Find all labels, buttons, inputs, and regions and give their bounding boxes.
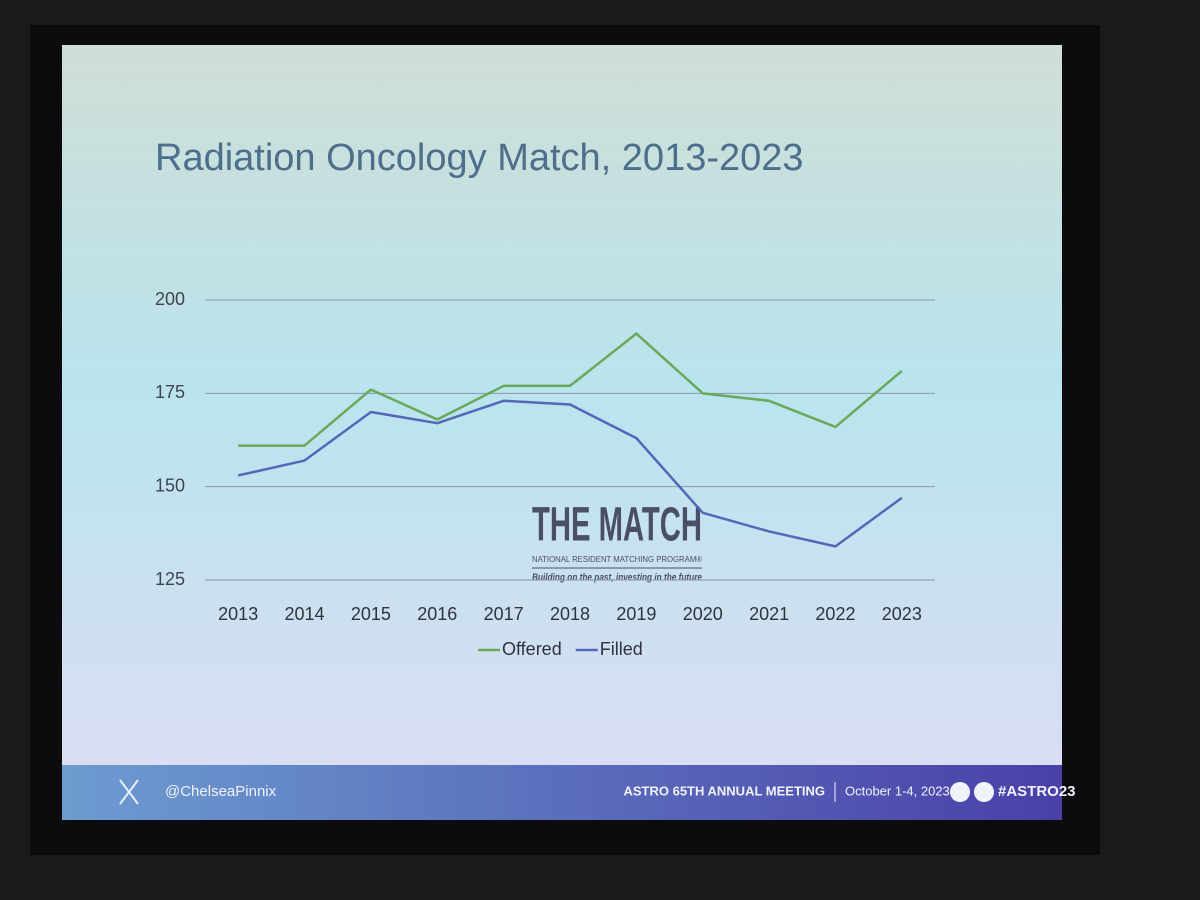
legend-label: Filled xyxy=(600,639,643,659)
footer-hashtag: #ASTRO23 xyxy=(998,783,1076,800)
x-tick-label: 2022 xyxy=(815,604,855,624)
legend-label: Offered xyxy=(502,639,562,659)
x-tick-label: 2023 xyxy=(882,604,922,624)
y-tick-label: 175 xyxy=(155,382,185,402)
footer-meeting: ASTRO 65TH ANNUAL MEETING xyxy=(623,783,825,798)
x-tick-label: 2019 xyxy=(616,604,656,624)
x-tick-label: 2015 xyxy=(351,604,391,624)
x-tick-label: 2014 xyxy=(285,604,325,624)
x-tick-label: 2016 xyxy=(417,604,457,624)
x-icon xyxy=(119,779,139,805)
x-tick-label: 2021 xyxy=(749,604,789,624)
y-tick-label: 125 xyxy=(155,569,185,589)
y-tick-label: 150 xyxy=(155,475,185,495)
match-logo: THE MATCH NATIONAL RESIDENT MATCHING PRO… xyxy=(532,499,702,584)
x-tick-label: 2018 xyxy=(550,604,590,624)
logo-subtitle: NATIONAL RESIDENT MATCHING PROGRAM® xyxy=(532,555,702,564)
logo-name: THE MATCH xyxy=(532,499,702,552)
facebook-icon xyxy=(974,782,994,802)
series-line xyxy=(238,332,903,447)
slide-footer xyxy=(62,765,1062,820)
x-tick-label: 2013 xyxy=(218,604,258,624)
series-line xyxy=(237,399,903,548)
chart-title: Radiation Oncology Match, 2013-2023 xyxy=(155,137,804,179)
x-social-icon xyxy=(950,782,970,802)
x-tick-label: 2020 xyxy=(683,604,723,624)
y-tick-label: 200 xyxy=(155,289,185,309)
footer-handle: @ChelseaPinnix xyxy=(165,783,277,800)
slide xyxy=(62,45,1062,820)
x-tick-label: 2017 xyxy=(484,604,524,624)
logo-tagline: Building on the past, investing in the f… xyxy=(532,573,702,584)
footer-dates: October 1-4, 2023 xyxy=(845,783,950,798)
